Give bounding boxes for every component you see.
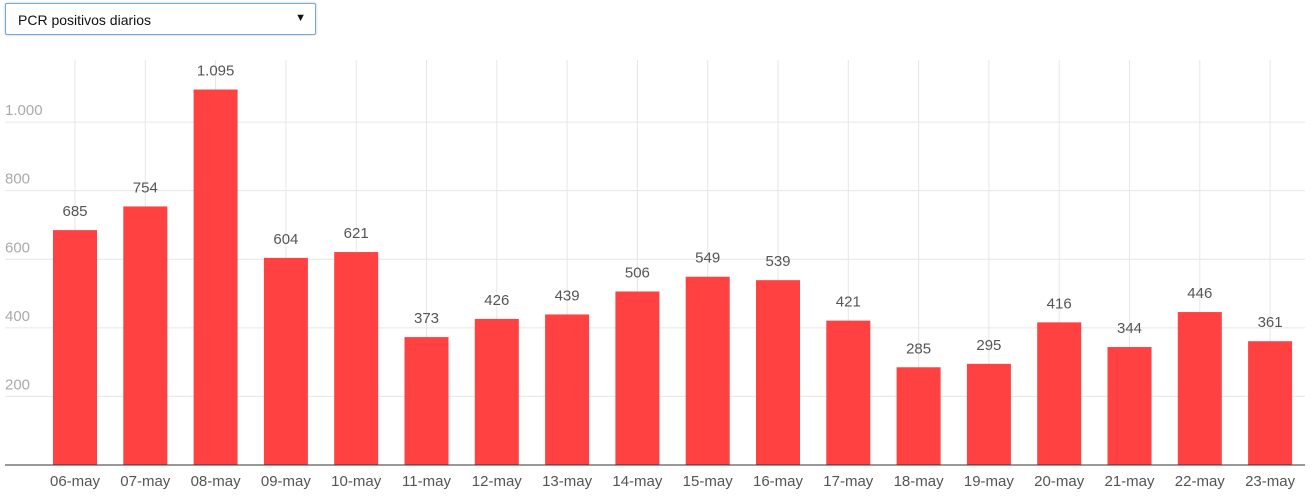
bar[interactable] (404, 337, 449, 465)
bar[interactable] (1177, 312, 1222, 465)
triangle-down-icon: ▼ (295, 12, 306, 24)
bar[interactable] (545, 314, 590, 465)
y-tick-label: 1.000 (5, 102, 43, 119)
bar[interactable] (896, 367, 941, 465)
data-label: 285 (906, 340, 931, 357)
bar[interactable] (756, 280, 800, 465)
data-label: 621 (344, 225, 369, 242)
bar[interactable] (1037, 322, 1082, 465)
data-label: 439 (555, 287, 580, 304)
x-tick-label: 23-may (1245, 473, 1296, 490)
y-tick-label: 800 (5, 171, 30, 188)
data-label: 1.095 (197, 63, 235, 80)
x-tick-label: 16-may (753, 473, 804, 490)
data-label: 685 (62, 203, 87, 220)
y-tick-label: 400 (5, 308, 30, 325)
x-tick-label: 22-may (1175, 473, 1226, 490)
bar[interactable] (123, 206, 168, 465)
data-label: 361 (1258, 314, 1283, 331)
data-label: 344 (1117, 320, 1142, 337)
x-tick-label: 21-may (1104, 473, 1155, 490)
bar[interactable] (474, 318, 519, 465)
data-labels: 685 754 1.095 604 621 373 426 439 506 549 539 421 28… (62, 63, 1282, 358)
data-label: 506 (625, 264, 650, 281)
x-tick-label: 10-may (331, 473, 382, 490)
bar[interactable] (53, 230, 97, 465)
metric-select-value: PCR positivos diarios (18, 12, 152, 28)
x-tick-label: 13-may (542, 473, 593, 490)
x-tick-label: 08-may (191, 473, 242, 490)
bar[interactable] (263, 257, 308, 465)
bars (53, 89, 1293, 465)
x-tick-label: 18-may (894, 473, 945, 490)
bar[interactable] (826, 320, 871, 465)
data-label: 373 (414, 310, 439, 327)
bar[interactable] (615, 291, 660, 465)
bar[interactable] (1107, 347, 1152, 465)
bar[interactable] (685, 276, 730, 465)
data-label: 604 (273, 231, 298, 248)
bar[interactable] (193, 89, 238, 465)
x-tick-label: 07-may (120, 473, 171, 490)
x-tick-label: 17-may (823, 473, 874, 490)
bar[interactable] (334, 252, 379, 465)
x-tick-label: 06-may (50, 473, 101, 490)
x-tick-label: 14-may (612, 473, 663, 490)
data-label: 421 (836, 294, 861, 311)
x-tick-label: 20-may (1034, 473, 1085, 490)
metric-select[interactable]: PCR positivos diarios ▼ (5, 3, 316, 35)
data-label: 295 (976, 337, 1001, 354)
data-label: 539 (765, 253, 790, 270)
bar[interactable] (966, 363, 1011, 465)
x-tick-label: 19-may (964, 473, 1015, 490)
y-tick-label: 600 (5, 239, 30, 256)
x-tick-label: 15-may (683, 473, 734, 490)
data-label: 446 (1187, 285, 1212, 302)
x-tick-label: 11-may (402, 473, 451, 490)
y-axis-ticks: 200 400 600 800 1.000 (5, 102, 43, 393)
data-label: 754 (133, 179, 158, 196)
y-tick-label: 200 (5, 376, 30, 393)
x-axis-labels: 06-may 07-may 08-may 09-may 10-may 11-may 12-m… (50, 473, 1296, 490)
x-tick-label: 09-may (261, 473, 312, 490)
data-label: 416 (1047, 295, 1072, 312)
x-tick-label: 12-may (472, 473, 523, 490)
data-label: 549 (695, 250, 720, 267)
data-label: 426 (484, 292, 509, 309)
bar[interactable] (1248, 341, 1293, 465)
